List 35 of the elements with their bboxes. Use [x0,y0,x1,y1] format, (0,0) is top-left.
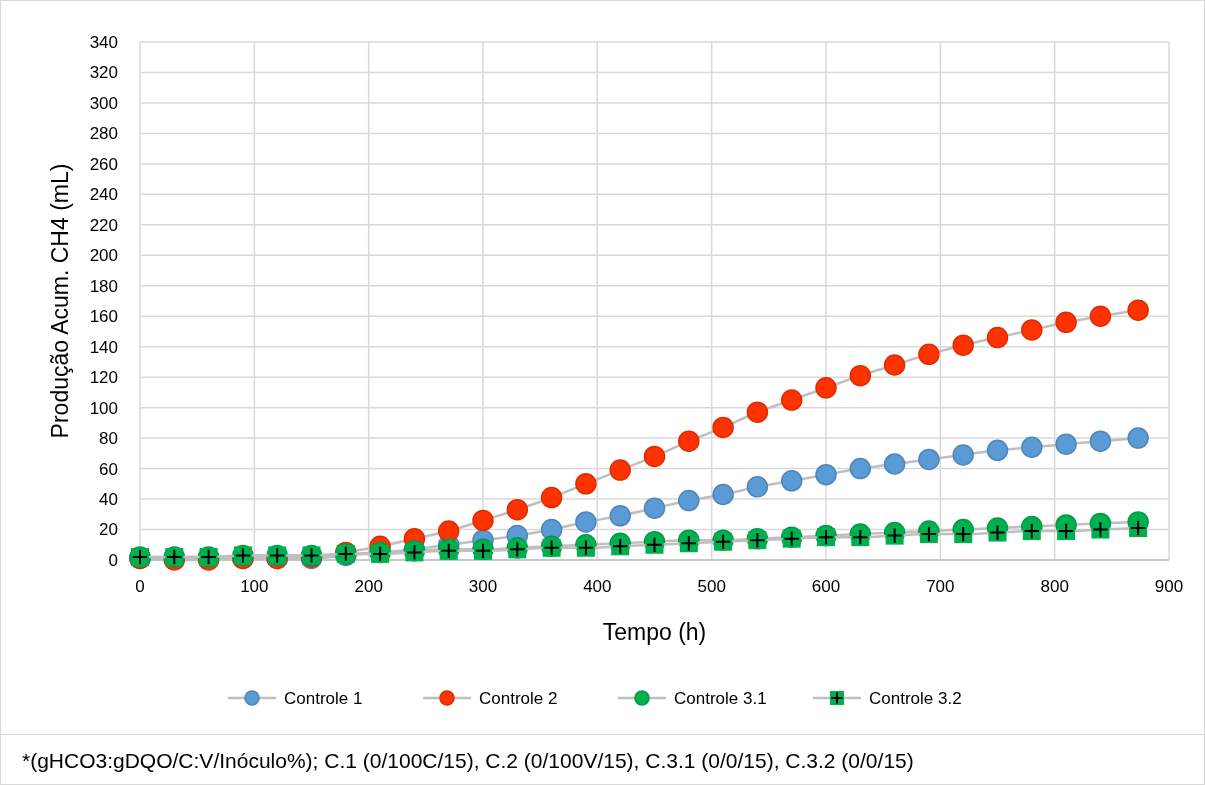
legend-label: Controle 3.2 [869,688,962,708]
text: *(gHCO3:gDQO/C:V/Inóculo%); C.1 (0/100C/15), C.2 (0/100V/15), C.3.1 (0/0/15), C.3.2 (0/0/15) [22,749,914,772]
y-tick-label: 20 [99,520,118,540]
x-tick-label: 300 [468,577,498,596]
y-tick-label: 160 [89,307,118,327]
y-tick-label: 40 [99,490,118,510]
x-tick-label: 0 [135,577,145,596]
x-tick-label: 800 [1040,577,1069,596]
y-tick-label: 200 [89,246,118,266]
y-tick-label: 120 [89,368,118,388]
y-tick-label: 100 [89,398,118,418]
y-tick-label: 220 [89,215,118,235]
x-tick-label: 900 [1154,577,1184,596]
y-axis-title: Produção Acum. CH4 (mL) [47,163,73,439]
x-axis-title: Tempo (h) [602,619,707,645]
y-tick-label: 60 [99,459,118,479]
y-tick-label: 0 [108,550,118,570]
y-tick-label: 180 [89,276,118,296]
y-tick-label: 320 [89,63,118,83]
y-tick-label: 340 [89,32,118,52]
y-tick-label: 240 [89,185,118,205]
x-tick-label: 700 [926,577,955,596]
y-tick-label: 300 [89,93,118,113]
legend-label: Controle 2 [479,688,558,708]
x-tick-label: 600 [811,577,841,596]
y-tick-label: 280 [89,124,118,144]
x-tick-label: 500 [697,577,726,596]
x-tick-label: 100 [240,577,269,596]
y-tick-label: 260 [89,154,118,174]
legend-label: Controle 3.1 [674,688,767,708]
x-tick-label: 200 [354,577,383,596]
y-tick-label: 80 [99,429,118,449]
y-tick-label: 140 [89,337,118,357]
x-tick-label: 400 [583,577,612,596]
legend-label: Controle 1 [284,688,363,708]
